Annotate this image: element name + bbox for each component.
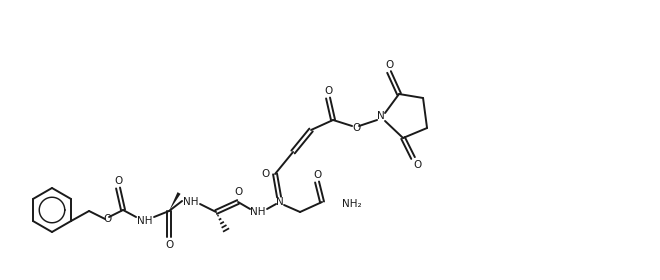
Text: NH: NH (137, 216, 153, 226)
Text: O: O (352, 123, 360, 133)
Text: O: O (114, 176, 122, 186)
Text: N: N (377, 111, 385, 121)
Text: O: O (324, 86, 332, 96)
Text: O: O (165, 240, 173, 250)
Text: NH₂: NH₂ (342, 199, 362, 209)
Text: O: O (103, 214, 111, 224)
Text: O: O (313, 170, 321, 180)
Polygon shape (169, 192, 181, 211)
Text: O: O (261, 169, 269, 179)
Text: O: O (413, 160, 421, 170)
Text: O: O (234, 187, 242, 197)
Text: N: N (276, 197, 284, 207)
Text: NH: NH (183, 197, 199, 207)
Text: NH: NH (250, 207, 266, 217)
Text: O: O (385, 60, 393, 70)
